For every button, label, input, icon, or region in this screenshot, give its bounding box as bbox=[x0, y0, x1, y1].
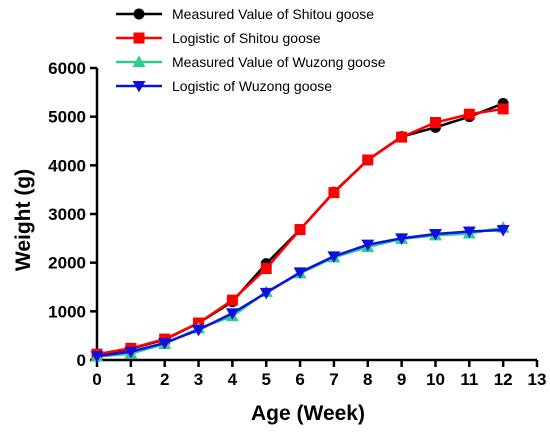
data-point bbox=[430, 117, 441, 128]
y-tick-label: 4000 bbox=[48, 156, 86, 175]
x-tick-label: 1 bbox=[126, 370, 135, 389]
legend-entry: Logistic of Shitou goose bbox=[116, 30, 321, 46]
series-line bbox=[97, 230, 503, 356]
data-point bbox=[362, 154, 373, 165]
y-tick-label: 5000 bbox=[48, 108, 86, 127]
x-tick-label: 6 bbox=[295, 370, 304, 389]
legend: Measured Value of Shitou goose Logistic o… bbox=[116, 6, 386, 94]
legend-marker bbox=[134, 9, 145, 20]
data-point bbox=[227, 295, 238, 306]
x-tick-label: 13 bbox=[528, 370, 547, 389]
x-axis-title: Age (Week) bbox=[251, 402, 365, 425]
legend-label: Logistic of Wuzong goose bbox=[172, 78, 332, 94]
data-point bbox=[295, 224, 306, 235]
x-tick-label: 7 bbox=[329, 370, 338, 389]
legend-entry: Measured Value of Wuzong goose bbox=[116, 54, 386, 70]
x-tick-label: 3 bbox=[194, 370, 203, 389]
x-tick-label: 5 bbox=[261, 370, 270, 389]
x-tick-label: 10 bbox=[426, 370, 445, 389]
legend-entry: Logistic of Wuzong goose bbox=[116, 78, 332, 94]
y-tick-label: 1000 bbox=[48, 302, 86, 321]
legend-marker bbox=[134, 33, 145, 44]
series-2 bbox=[92, 103, 509, 359]
data-point bbox=[261, 263, 272, 274]
x-tick-label: 2 bbox=[160, 370, 169, 389]
y-ticks: 0 1000 2000 3000 4000 5000 6000 bbox=[48, 59, 97, 370]
y-tick-label: 2000 bbox=[48, 254, 86, 273]
y-axis-title: Weight (g) bbox=[12, 169, 35, 271]
legend-label: Measured Value of Wuzong goose bbox=[172, 54, 386, 70]
x-tick-label: 0 bbox=[92, 370, 101, 389]
legend-label: Measured Value of Shitou goose bbox=[172, 6, 374, 22]
data-point bbox=[464, 109, 475, 120]
data-point bbox=[396, 132, 407, 143]
x-tick-label: 9 bbox=[397, 370, 406, 389]
series-layer bbox=[91, 98, 510, 363]
y-tick-label: 0 bbox=[77, 351, 86, 370]
x-tick-label: 12 bbox=[494, 370, 513, 389]
legend-entry: Measured Value of Shitou goose bbox=[116, 6, 374, 22]
x-tick-label: 4 bbox=[228, 370, 238, 389]
series-line bbox=[97, 228, 503, 357]
x-tick-label: 8 bbox=[363, 370, 372, 389]
series-3 bbox=[91, 221, 510, 361]
data-point bbox=[498, 103, 509, 114]
data-point bbox=[328, 187, 339, 198]
y-tick-label: 3000 bbox=[48, 205, 86, 224]
x-tick-label: 11 bbox=[460, 370, 478, 389]
x-ticks: 0 1 2 3 4 5 6 7 8 9 10 11 12 13 bbox=[92, 360, 546, 389]
y-tick-label: 6000 bbox=[48, 59, 86, 78]
legend-label: Logistic of Shitou goose bbox=[172, 30, 321, 46]
